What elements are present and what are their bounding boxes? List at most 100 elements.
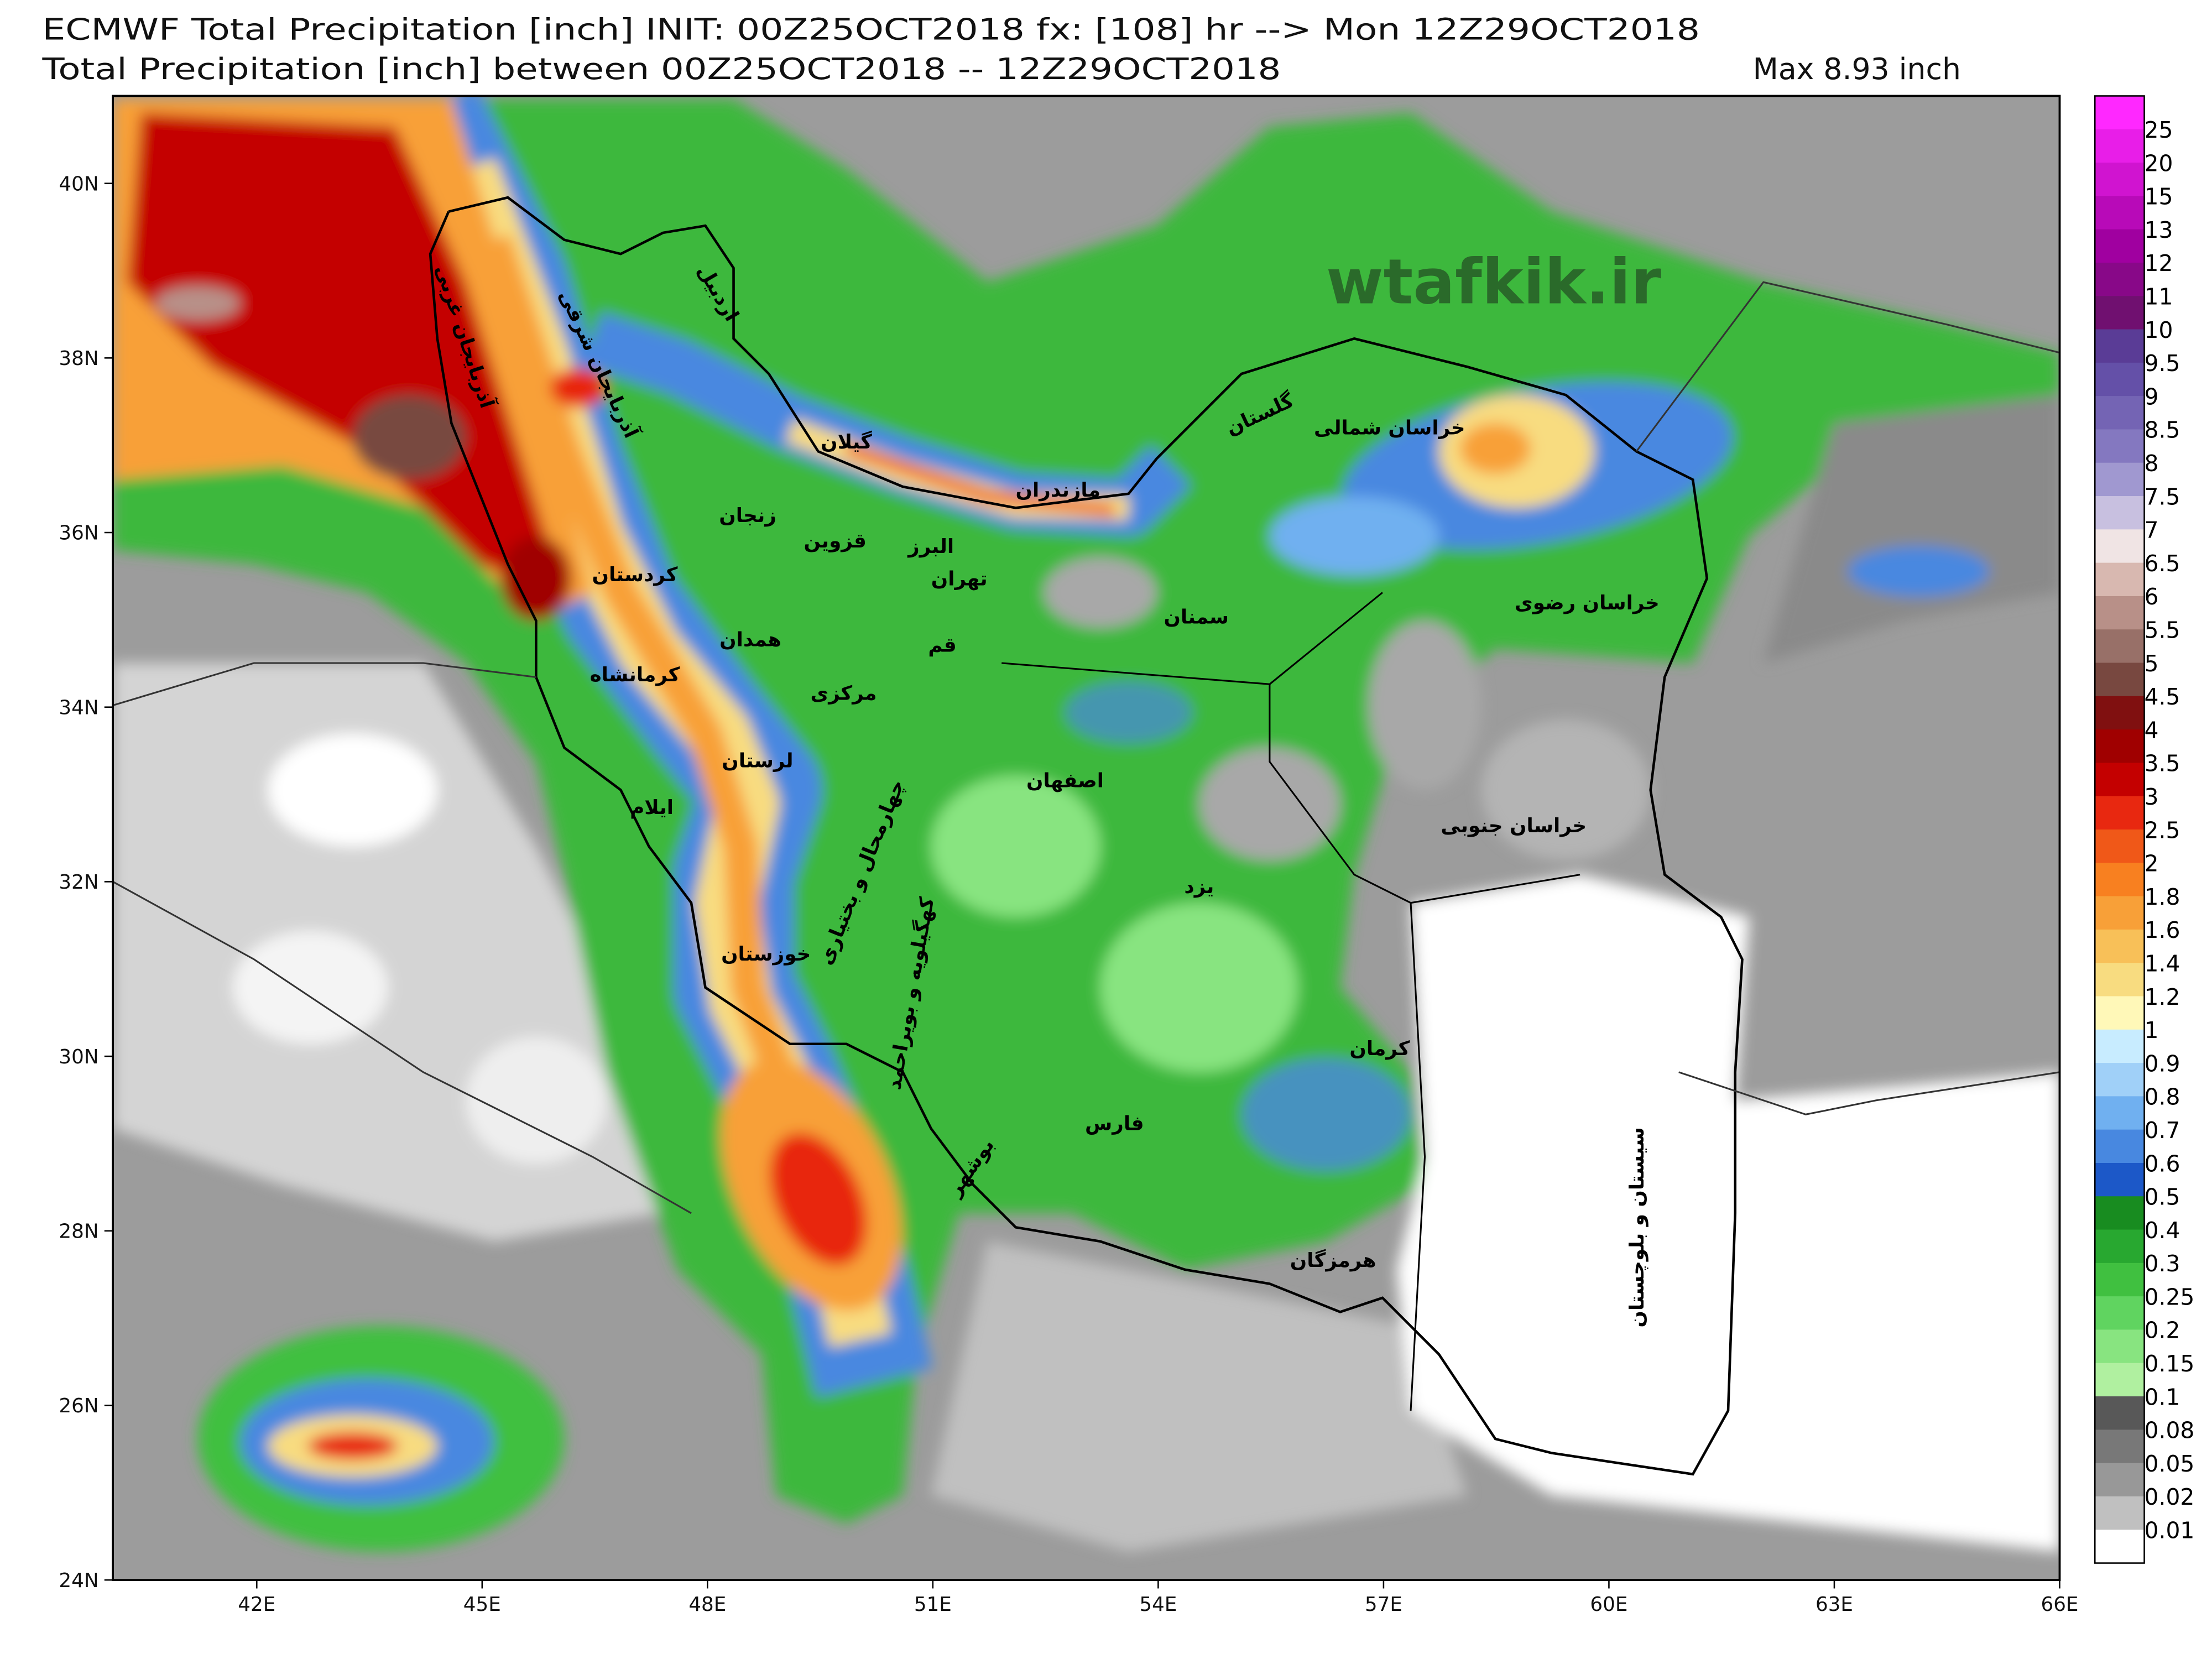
province-label: کرمانشاه xyxy=(590,664,680,686)
colorbar-label: 8.5 xyxy=(2145,417,2180,444)
colorbar-label: 0.8 xyxy=(2145,1084,2180,1110)
plot-area: wtafkik.ir آذربایجان غربی آذربایجان شرقی… xyxy=(113,96,2060,1580)
colorbar-label: 6 xyxy=(2145,583,2159,610)
province-label: قزوین xyxy=(804,530,867,552)
colorbar-label: 0.7 xyxy=(2145,1117,2180,1144)
colorbar-swatch xyxy=(2095,262,2145,297)
lat-label: 26N xyxy=(59,1395,98,1417)
lon-label: 60E xyxy=(1590,1593,1627,1616)
colorbar-label: 20 xyxy=(2145,150,2173,176)
colorbar-frame xyxy=(2094,95,2145,1564)
province-label: خراسان شمالی xyxy=(1314,417,1465,440)
colorbar-label: 0.02 xyxy=(2145,1484,2195,1510)
lon-label: 42E xyxy=(238,1593,275,1616)
province-label: البرز xyxy=(907,535,954,558)
province-label: لرستان xyxy=(722,750,793,773)
colorbar-swatch xyxy=(2095,362,2145,397)
lat-label: 36N xyxy=(59,522,98,545)
colorbar-swatch xyxy=(2095,1063,2145,1097)
map-shape xyxy=(1410,902,1426,1411)
title: ECMWF Total Precipitation [inch] INIT: 0… xyxy=(43,12,1700,46)
map-shape xyxy=(1065,681,1192,744)
colorbar-swatch xyxy=(2095,662,2145,697)
watermark: wtafkik.ir xyxy=(1326,246,1662,318)
province-label: همدان xyxy=(719,628,781,651)
province-label: خوزستان xyxy=(721,943,811,966)
colorbar-swatch xyxy=(2095,929,2145,963)
colorbar-swatch xyxy=(2095,129,2145,163)
province-label: سیستان و بلوچستان xyxy=(1626,1127,1648,1327)
map-shape xyxy=(500,536,572,621)
map-shape xyxy=(352,395,466,480)
colorbar-label: 25 xyxy=(2145,117,2173,143)
colorbar-swatch xyxy=(2095,863,2145,897)
colorbar-swatch xyxy=(2095,1196,2145,1230)
colorbar-swatch xyxy=(2095,729,2145,764)
colorbar-label: 0.9 xyxy=(2145,1050,2180,1077)
map-shape xyxy=(232,931,388,1044)
colorbar-label: 4 xyxy=(2145,717,2159,743)
colorbar-label: 3 xyxy=(2145,784,2159,810)
map-shape xyxy=(1460,423,1531,474)
colorbar-swatch xyxy=(2095,229,2145,263)
province-label: مرکزی xyxy=(811,682,877,705)
lat-label: 32N xyxy=(59,871,98,894)
colorbar-swatch xyxy=(2095,1329,2145,1364)
map-shape xyxy=(1763,395,2060,663)
colorbar-swatch xyxy=(2095,529,2145,564)
map-shape xyxy=(113,662,536,706)
colorbar-label: 12 xyxy=(2145,250,2173,276)
colorbar-swatch xyxy=(2095,1262,2145,1297)
map-shape xyxy=(1269,496,1439,576)
map-shape xyxy=(931,776,1100,917)
lat-label: 24N xyxy=(59,1569,98,1592)
colorbar-swatch xyxy=(2095,429,2145,463)
province-label: تهران xyxy=(931,568,988,591)
colorbar-swatch xyxy=(2095,1363,2145,1397)
lon-label: 51E xyxy=(914,1593,952,1616)
colorbar-label: 0.3 xyxy=(2145,1250,2180,1277)
colorbar-label: 7 xyxy=(2145,517,2159,544)
colorbar-swatch xyxy=(2095,996,2145,1030)
colorbar-swatch xyxy=(2095,1396,2145,1431)
lon-label: 57E xyxy=(1365,1593,1402,1616)
colorbar-label: 1.8 xyxy=(2145,884,2180,910)
colorbar-label: 0.5 xyxy=(2145,1184,2180,1211)
borders xyxy=(113,196,2060,1476)
map-shape xyxy=(1481,719,1651,861)
colorbar-label: 13 xyxy=(2145,217,2173,243)
lat-label: 34N xyxy=(59,696,98,719)
colorbar-label: 9.5 xyxy=(2145,350,2180,377)
colorbar-swatch xyxy=(2095,596,2145,630)
colorbar-swatch xyxy=(2095,1162,2145,1197)
colorbar-label: 1 xyxy=(2145,1017,2159,1044)
lon-label: 54E xyxy=(1139,1593,1177,1616)
colorbar-label: 0.25 xyxy=(2145,1284,2195,1310)
map-shape xyxy=(1396,874,2060,1552)
province-label: کردستان xyxy=(592,564,678,586)
colorbar-swatch xyxy=(2095,1129,2145,1164)
map-shape xyxy=(307,1432,398,1460)
map-shape xyxy=(769,1133,867,1266)
province-label: خراسان رضوی xyxy=(1515,592,1660,614)
colorbar-label: 0.6 xyxy=(2145,1150,2180,1177)
province-label: قم xyxy=(928,634,956,657)
colorbar-swatch xyxy=(2095,1530,2145,1564)
colorbar-label: 0.1 xyxy=(2145,1384,2180,1410)
colorbar-swatch xyxy=(2095,1229,2145,1264)
province-label: ایلام xyxy=(630,796,674,819)
colorbar-swatch xyxy=(2095,496,2145,530)
colorbar-label: 8 xyxy=(2145,450,2159,477)
colorbar-swatch xyxy=(2095,396,2145,430)
lon-label: 45E xyxy=(463,1593,501,1616)
colorbar-swatch xyxy=(2095,1463,2145,1497)
colorbar: 252015131211109.598.587.576.565.554.543.… xyxy=(2094,95,2195,1564)
province-label: گیلان xyxy=(821,430,872,453)
colorbar-swatch xyxy=(2095,96,2145,130)
colorbar-swatch xyxy=(2095,696,2145,730)
colorbar-swatch xyxy=(2095,1496,2145,1530)
map-shape xyxy=(844,443,1115,517)
max-value: Max 8.93 inch xyxy=(1753,51,1961,86)
province-label: کرمان xyxy=(1349,1037,1410,1060)
